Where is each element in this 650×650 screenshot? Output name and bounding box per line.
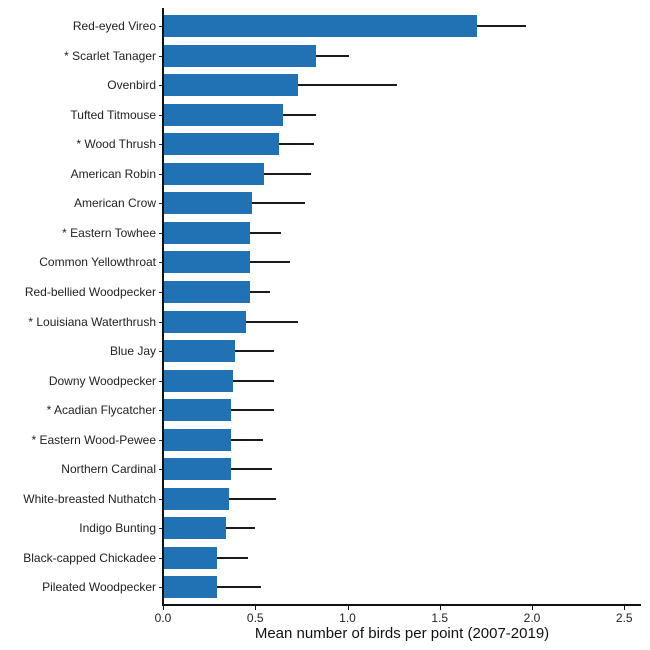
- y-tick-label: Black-capped Chickadee: [23, 550, 156, 565]
- y-tick-label: Blue Jay: [109, 344, 156, 359]
- x-tick-mark: [440, 606, 441, 610]
- error-bar: [282, 114, 317, 116]
- y-tick-mark: [159, 381, 163, 382]
- y-tick-mark: [159, 56, 163, 57]
- bar: [164, 576, 217, 599]
- bar: [164, 310, 247, 333]
- bar: [164, 251, 250, 274]
- x-tick-mark: [532, 606, 533, 610]
- y-tick-label: Indigo Bunting: [79, 521, 156, 536]
- error-bar: [316, 55, 350, 57]
- y-tick-mark: [159, 469, 163, 470]
- x-tick-mark: [348, 606, 349, 610]
- y-tick-label: * Eastern Towhee: [62, 225, 156, 240]
- y-tick-mark: [159, 322, 163, 323]
- y-tick-mark: [159, 233, 163, 234]
- y-tick-mark: [159, 410, 163, 411]
- x-tick-label: 1.0: [339, 611, 356, 625]
- y-tick-label: American Crow: [73, 196, 156, 211]
- x-axis-title: Mean number of birds per point (2007-201…: [254, 625, 550, 642]
- bar: [164, 192, 252, 215]
- y-tick-label: Common Yellowthroat: [39, 255, 156, 270]
- y-tick-mark: [159, 203, 163, 204]
- error-bar: [246, 321, 298, 323]
- y-tick-label: * Wood Thrush: [76, 137, 156, 152]
- bar: [164, 428, 232, 451]
- x-tick-label: 0.5: [246, 611, 264, 625]
- y-tick-label: Downy Woodpecker: [48, 373, 156, 388]
- y-tick-mark: [159, 499, 163, 500]
- bar: [164, 162, 265, 185]
- x-tick-mark: [255, 606, 256, 610]
- error-bar: [249, 261, 291, 263]
- y-tick-mark: [159, 528, 163, 529]
- y-tick-label: Ovenbird: [107, 78, 156, 93]
- error-bar: [225, 527, 256, 529]
- error-bar: [476, 25, 527, 27]
- bar: [164, 369, 234, 392]
- error-bar: [231, 468, 272, 470]
- y-tick-label: Red-eyed Vireo: [72, 19, 156, 33]
- error-bar: [231, 409, 274, 411]
- bar: [164, 221, 250, 244]
- y-axis-line: [162, 8, 164, 606]
- y-tick-mark: [159, 262, 163, 263]
- error-bar: [216, 586, 261, 588]
- bar: [164, 74, 298, 97]
- y-tick-label: American Robin: [70, 166, 156, 181]
- error-bar: [264, 173, 311, 175]
- y-tick-mark: [159, 351, 163, 352]
- y-tick-label: * Acadian Flycatcher: [46, 403, 156, 418]
- error-bar: [249, 291, 270, 293]
- y-tick-mark: [159, 144, 163, 145]
- error-bar: [251, 202, 306, 204]
- y-tick-label: Pileated Woodpecker: [42, 580, 156, 595]
- y-tick-mark: [159, 440, 163, 441]
- y-tick-mark: [159, 26, 163, 27]
- error-bar: [216, 557, 248, 559]
- error-bar: [233, 380, 274, 382]
- bar: [164, 133, 280, 156]
- x-tick-label: 0.0: [154, 611, 172, 625]
- error-bar: [231, 439, 263, 441]
- error-bar: [229, 498, 276, 500]
- y-tick-mark: [159, 115, 163, 116]
- error-bar: [234, 350, 274, 352]
- y-tick-label: * Scarlet Tanager: [64, 48, 156, 63]
- error-bar: [249, 232, 282, 234]
- y-tick-mark: [159, 292, 163, 293]
- bar: [164, 103, 283, 126]
- y-tick-mark: [159, 174, 163, 175]
- y-tick-label: Tufted Titmouse: [70, 107, 156, 122]
- bar: [164, 487, 230, 510]
- y-tick-label: Northern Cardinal: [61, 462, 156, 477]
- x-axis-line: [162, 604, 641, 606]
- x-tick-label: 2.0: [523, 611, 541, 625]
- bar: [164, 340, 235, 363]
- x-tick-mark: [624, 606, 625, 610]
- y-tick-label: Red-bellied Woodpecker: [24, 284, 156, 299]
- bar: [164, 458, 232, 481]
- y-tick-mark: [159, 558, 163, 559]
- y-tick-label: * Louisiana Waterthrush: [28, 314, 156, 329]
- bar: [164, 44, 317, 67]
- x-tick-mark: [163, 606, 164, 610]
- y-tick-mark: [159, 85, 163, 86]
- bar: [164, 15, 477, 37]
- y-tick-mark: [159, 587, 163, 588]
- bar: [164, 280, 250, 303]
- x-tick-label: 2.5: [615, 611, 633, 625]
- bar: [164, 399, 232, 422]
- y-tick-label: White-breasted Nuthatch: [23, 491, 156, 506]
- bar: [164, 517, 226, 540]
- y-tick-label: * Eastern Wood-Pewee: [31, 432, 156, 447]
- bar: [164, 546, 217, 569]
- error-bar: [279, 143, 315, 145]
- error-bar: [297, 84, 398, 86]
- x-tick-label: 1.5: [431, 611, 449, 625]
